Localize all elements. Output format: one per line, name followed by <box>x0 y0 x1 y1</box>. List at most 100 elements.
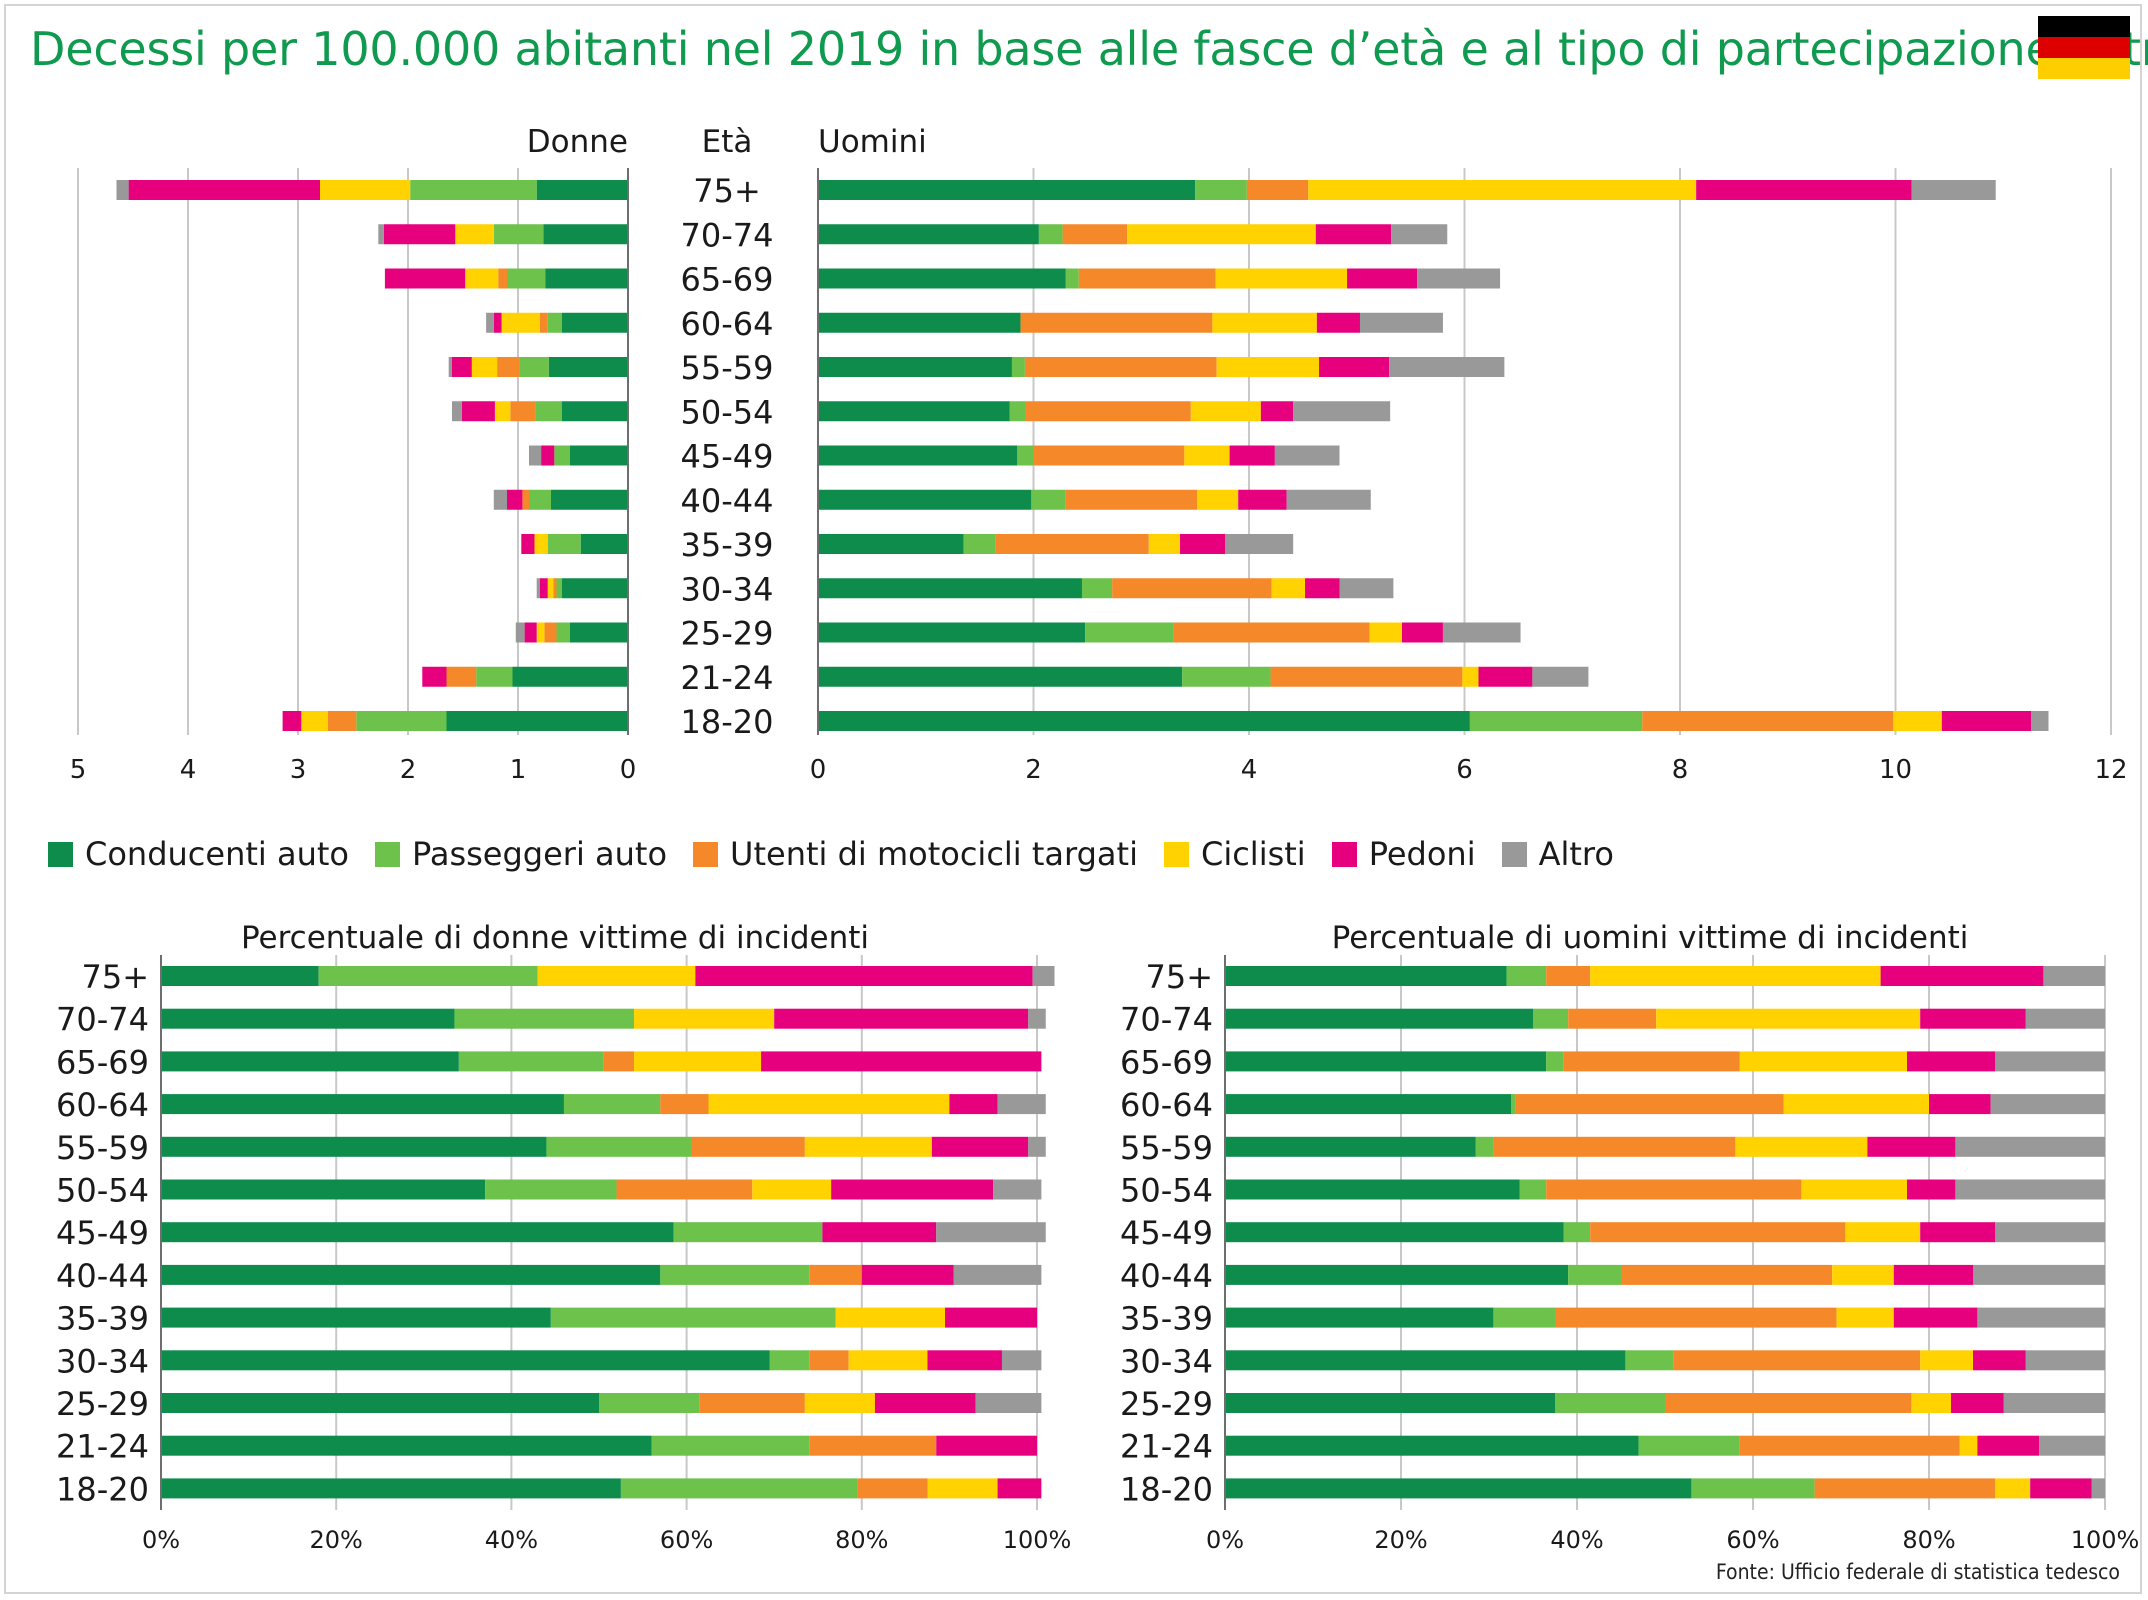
bar-segment <box>1642 711 1894 731</box>
chart-title: Decessi per 100.000 abitanti nel 2019 in… <box>30 22 2148 76</box>
bar-segment <box>1783 1094 1929 1115</box>
bar-segment <box>1801 1179 1907 1200</box>
bar-segment <box>1735 1136 1868 1157</box>
bar-segment <box>1515 1094 1784 1115</box>
legend-item: Utenti di motocicli targati <box>693 835 1138 873</box>
bar-segment <box>522 489 529 510</box>
bar-segment <box>161 1051 459 1072</box>
flag-stripe-red <box>2038 37 2130 58</box>
bar-segment <box>1293 401 1391 422</box>
bar-segment <box>548 357 628 377</box>
age-label: 65-69 <box>1120 1043 1213 1081</box>
age-label: 40-44 <box>56 1257 149 1295</box>
bar-segment <box>1568 1008 1657 1029</box>
bar-segment <box>936 1435 1037 1456</box>
bar-segment <box>818 622 1086 643</box>
bar-segment <box>1184 445 1230 466</box>
bar-segment <box>1215 268 1348 289</box>
bar-segment <box>997 1094 1046 1115</box>
bar-segment <box>818 357 1012 377</box>
legend-label: Conducenti auto <box>85 835 349 873</box>
flag-stripe-gold <box>2038 58 2130 79</box>
age-label: 30-34 <box>56 1342 149 1380</box>
bar-segment <box>1462 666 1479 687</box>
bar-segment <box>569 445 628 466</box>
bar-segment <box>931 1136 1029 1157</box>
bar-segment <box>673 1222 823 1243</box>
bar-segment <box>936 1222 1046 1243</box>
tick-label: 12 <box>2094 755 2127 785</box>
bar-segment <box>1308 180 1697 200</box>
legend-label: Ciclisti <box>1200 835 1306 873</box>
bar-segment <box>927 1350 1002 1371</box>
bar-segment <box>1225 1222 1564 1243</box>
bar-segment <box>1442 622 1521 643</box>
bar-segment <box>1941 711 2032 731</box>
bar-segment <box>529 489 551 510</box>
bar-segment <box>1225 1094 1511 1115</box>
bar-segment <box>1493 1136 1736 1157</box>
bar-segment <box>537 966 696 986</box>
bar-segment <box>997 1478 1042 1499</box>
bar-segment <box>454 1008 635 1029</box>
bar-segment <box>660 1094 709 1115</box>
age-label: 50-54 <box>1120 1172 1213 1210</box>
bar-segment <box>543 224 628 245</box>
bar-segment <box>818 401 1010 422</box>
bar-segment <box>769 1350 810 1371</box>
bar-segment <box>1038 224 1063 245</box>
tick-label: 4 <box>180 755 197 785</box>
bar-segment <box>1995 1051 2105 1072</box>
bar-segment <box>1568 1264 1621 1285</box>
bar-segment <box>1506 966 1547 986</box>
bar-segment <box>818 445 1018 466</box>
bar-segment <box>1977 1307 2105 1328</box>
bar-segment <box>1017 445 1034 466</box>
women-header: Donne <box>527 124 628 160</box>
age-label: 45-49 <box>56 1214 149 1252</box>
bar-segment <box>455 224 494 245</box>
age-label: 45-49 <box>681 438 774 476</box>
legend-swatch <box>48 841 73 867</box>
bar-segment <box>1673 1350 1921 1371</box>
legend-label: Passeggeri auto <box>411 835 668 873</box>
bar-segment <box>690 1136 805 1157</box>
bar-segment <box>603 1051 635 1072</box>
bar-segment <box>1907 1051 1995 1072</box>
bar-segment <box>1028 1136 1046 1157</box>
bar-segment <box>1225 1179 1520 1200</box>
bar-segment <box>1389 357 1505 377</box>
bar-segment <box>1973 1264 2105 1285</box>
bar-segment <box>1225 1393 1555 1413</box>
bar-segment <box>708 1094 950 1115</box>
bar-segment <box>161 1393 599 1413</box>
legend-swatch <box>1163 841 1189 867</box>
bar-segment <box>620 1478 858 1499</box>
bar-segment <box>1225 1307 1494 1328</box>
bar-segment <box>634 1008 775 1029</box>
bar-segment <box>953 1264 1042 1285</box>
bar-segment <box>1112 578 1272 599</box>
tick-label: 100% <box>1003 1526 1072 1554</box>
age-label: 65-69 <box>56 1043 149 1081</box>
legend: Conducenti auto Passeggeri auto Utenti d… <box>48 832 1640 876</box>
bar-segment <box>161 1008 455 1029</box>
bar-segment <box>1180 534 1226 554</box>
bar-segment <box>1973 1350 2026 1371</box>
bar-segment <box>874 1393 976 1413</box>
bar-segment <box>1955 1136 2105 1157</box>
bar-segment <box>1959 1435 1978 1456</box>
age-label: 21-24 <box>56 1428 149 1466</box>
bar-segment <box>1065 489 1198 510</box>
bar-segment <box>761 1051 1042 1072</box>
bar-segment <box>1920 1008 2026 1029</box>
bar-segment <box>547 312 562 333</box>
bar-segment <box>1225 534 1294 554</box>
bar-segment <box>551 489 628 510</box>
age-label: 30-34 <box>681 570 774 608</box>
bar-segment <box>1590 1222 1846 1243</box>
age-label: 55-59 <box>681 349 774 387</box>
bar-segment <box>1391 224 1448 245</box>
bar-segment <box>1402 622 1443 643</box>
